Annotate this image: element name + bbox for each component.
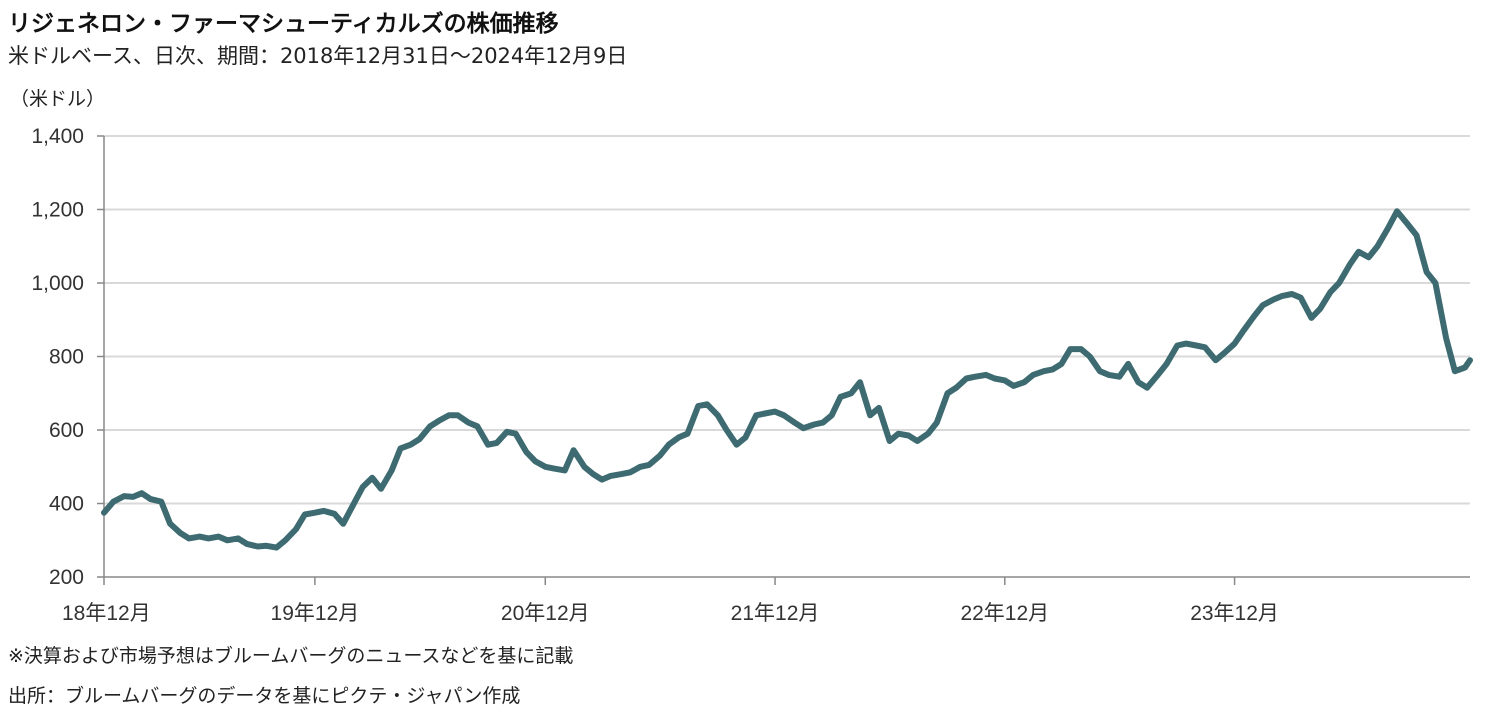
grid-lines bbox=[104, 135, 1470, 505]
series-line bbox=[101, 208, 1473, 551]
y-tick-label: 600 bbox=[49, 419, 84, 442]
chart-subtitle: 米ドルベース、日次、期間：2018年12月31日～2024年12月9日 bbox=[8, 44, 628, 68]
source-note: 出所：ブルームバーグのデータを基にピクテ・ジャパン作成 bbox=[8, 685, 521, 707]
footnote: ※決算および市場予想はブルームバーグのニュースなどを基に記載 bbox=[8, 645, 574, 667]
series-layer bbox=[101, 208, 1473, 551]
y-axis-unit-label: （米ドル） bbox=[10, 88, 106, 110]
axes bbox=[103, 136, 1470, 578]
y-tick-label: 200 bbox=[49, 566, 84, 589]
x-tick-label: 18年12月 bbox=[62, 602, 151, 625]
y-tick-label: 1,400 bbox=[31, 125, 84, 148]
y-axis-ticks: 200 400 600 800 1,000 1,200 1,400 bbox=[31, 125, 104, 589]
x-tick-label: 20年12月 bbox=[501, 602, 590, 625]
y-tick-label: 800 bbox=[49, 346, 84, 369]
x-tick-label: 22年12月 bbox=[960, 602, 1049, 625]
y-tick-label: 400 bbox=[49, 493, 84, 516]
y-tick-label: 1,000 bbox=[31, 272, 84, 295]
chart-title: リジェネロン・ファーマシューティカルズの株価推移 bbox=[8, 11, 559, 37]
x-tick-label: 23年12月 bbox=[1190, 602, 1279, 625]
y-tick-label: 1,200 bbox=[31, 199, 84, 222]
x-axis-ticks: 18年12月 19年12月 20年12月 21年12月 22年12月 23年12月 bbox=[62, 577, 1279, 625]
x-tick-label: 21年12月 bbox=[731, 602, 820, 625]
x-tick-label: 19年12月 bbox=[271, 602, 360, 625]
